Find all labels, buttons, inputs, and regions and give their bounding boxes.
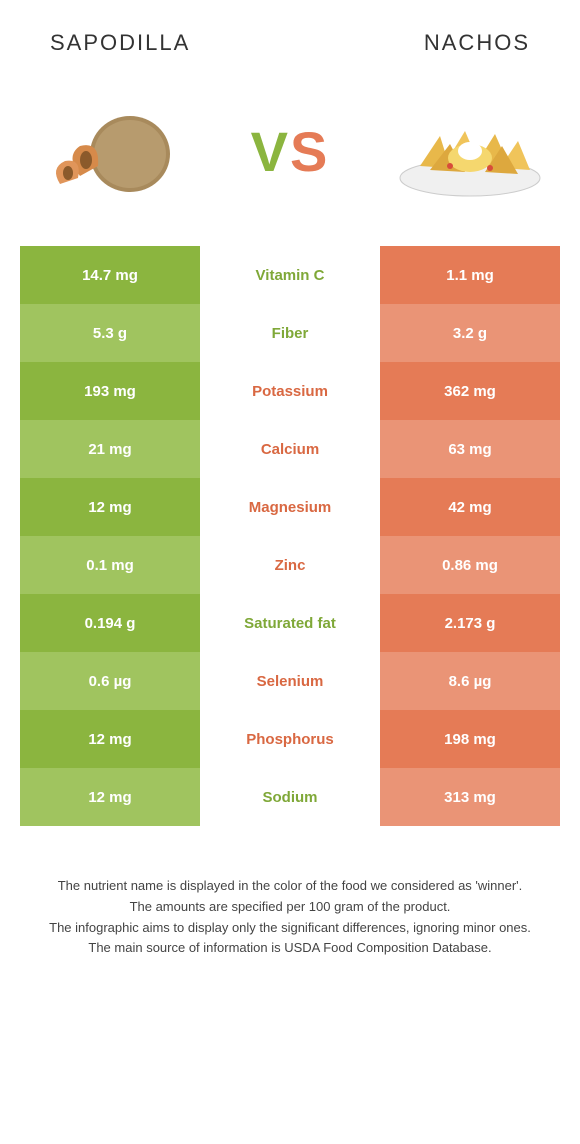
vs-label: VS	[251, 119, 330, 184]
vs-section: VS	[0, 76, 580, 246]
right-value: 198 mg	[380, 710, 560, 768]
nutrient-label: Calcium	[200, 420, 380, 478]
nachos-image	[390, 96, 550, 206]
left-value: 21 mg	[20, 420, 200, 478]
right-value: 1.1 mg	[380, 246, 560, 304]
right-value: 42 mg	[380, 478, 560, 536]
table-row: 12 mgPhosphorus198 mg	[20, 710, 560, 768]
left-value: 5.3 g	[20, 304, 200, 362]
right-value: 3.2 g	[380, 304, 560, 362]
nutrient-label: Saturated fat	[200, 594, 380, 652]
footnote-line: The nutrient name is displayed in the co…	[30, 876, 550, 897]
table-row: 12 mgMagnesium42 mg	[20, 478, 560, 536]
right-food-title: Nachos	[424, 30, 530, 56]
nutrient-label: Zinc	[200, 536, 380, 594]
left-value: 14.7 mg	[20, 246, 200, 304]
right-value: 63 mg	[380, 420, 560, 478]
nutrient-table: 14.7 mgVitamin C1.1 mg5.3 gFiber3.2 g193…	[20, 246, 560, 826]
sapodilla-image	[30, 96, 190, 206]
table-row: 14.7 mgVitamin C1.1 mg	[20, 246, 560, 304]
nutrient-label: Magnesium	[200, 478, 380, 536]
nutrient-label: Vitamin C	[200, 246, 380, 304]
nutrient-label: Phosphorus	[200, 710, 380, 768]
nutrient-label: Selenium	[200, 652, 380, 710]
left-value: 193 mg	[20, 362, 200, 420]
left-value: 12 mg	[20, 768, 200, 826]
table-row: 0.194 gSaturated fat2.173 g	[20, 594, 560, 652]
table-row: 12 mgSodium313 mg	[20, 768, 560, 826]
footnote-line: The amounts are specified per 100 gram o…	[30, 897, 550, 918]
right-value: 8.6 µg	[380, 652, 560, 710]
table-row: 193 mgPotassium362 mg	[20, 362, 560, 420]
right-value: 0.86 mg	[380, 536, 560, 594]
left-value: 12 mg	[20, 710, 200, 768]
right-value: 2.173 g	[380, 594, 560, 652]
right-value: 362 mg	[380, 362, 560, 420]
left-value: 12 mg	[20, 478, 200, 536]
vs-v: V	[251, 120, 290, 183]
footnotes: The nutrient name is displayed in the co…	[0, 826, 580, 989]
table-row: 0.1 mgZinc0.86 mg	[20, 536, 560, 594]
left-value: 0.194 g	[20, 594, 200, 652]
right-value: 313 mg	[380, 768, 560, 826]
table-row: 0.6 µgSelenium8.6 µg	[20, 652, 560, 710]
footnote-line: The infographic aims to display only the…	[30, 918, 550, 939]
nutrient-label: Fiber	[200, 304, 380, 362]
nutrient-label: Potassium	[200, 362, 380, 420]
nutrient-label: Sodium	[200, 768, 380, 826]
left-value: 0.1 mg	[20, 536, 200, 594]
table-row: 5.3 gFiber3.2 g	[20, 304, 560, 362]
vs-s: S	[290, 120, 329, 183]
header: Sapodilla Nachos	[0, 0, 580, 76]
table-row: 21 mgCalcium63 mg	[20, 420, 560, 478]
left-food-title: Sapodilla	[50, 30, 190, 56]
footnote-line: The main source of information is USDA F…	[30, 938, 550, 959]
left-value: 0.6 µg	[20, 652, 200, 710]
